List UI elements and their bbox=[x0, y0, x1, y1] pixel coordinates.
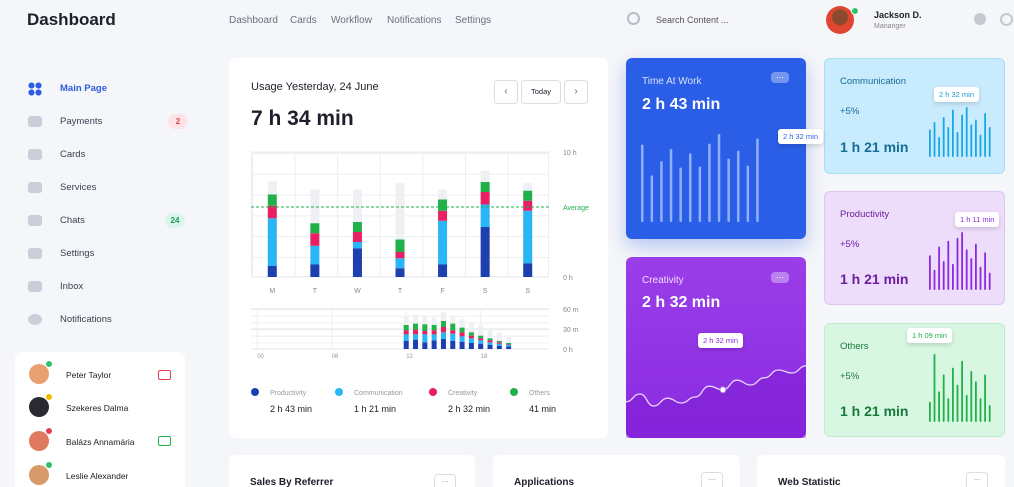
nav-item[interactable]: Settings bbox=[455, 15, 492, 26]
card-value: 1 h 21 min bbox=[840, 403, 909, 419]
menu-item[interactable]: Payments bbox=[60, 116, 103, 127]
menu-item[interactable]: Main Page bbox=[60, 83, 107, 94]
card-title: Time At Work bbox=[642, 76, 702, 87]
menu-item[interactable]: Notifications bbox=[60, 314, 112, 325]
avatar bbox=[29, 364, 49, 384]
card-value: 1 h 21 min bbox=[840, 139, 909, 155]
nav-item[interactable]: Workflow bbox=[331, 15, 372, 26]
contact-name[interactable]: Peter Taylor bbox=[66, 370, 112, 380]
today-button[interactable]: Today bbox=[521, 80, 561, 104]
menu-item[interactable]: Chats bbox=[60, 215, 85, 226]
chat-icon[interactable] bbox=[158, 436, 171, 446]
app-title: Dashboard bbox=[27, 10, 116, 29]
menu-item[interactable]: Services bbox=[60, 182, 97, 193]
menu-icon bbox=[28, 82, 42, 96]
avatar bbox=[29, 431, 49, 451]
user-name: Jackson D. bbox=[874, 10, 922, 20]
user-role: Mananger bbox=[874, 23, 906, 30]
tooltip: 2 h 32 min bbox=[778, 129, 824, 144]
card-title: Productivity bbox=[840, 209, 890, 220]
card-change: +5% bbox=[840, 106, 860, 117]
nav-item[interactable]: Dashboard bbox=[229, 15, 278, 26]
more-button[interactable]: ... bbox=[701, 472, 723, 487]
search-icon[interactable] bbox=[627, 12, 640, 25]
web-statistic-card bbox=[757, 455, 1005, 487]
more-button[interactable]: ... bbox=[966, 472, 988, 487]
nav-item[interactable]: Cards bbox=[290, 15, 317, 26]
card-value: 1 h 21 min bbox=[840, 271, 909, 287]
status-dot bbox=[851, 7, 859, 15]
card-title: Sales By Referrer bbox=[250, 477, 334, 487]
contact-name[interactable]: Balázs Annamária bbox=[66, 437, 135, 447]
communication-card bbox=[824, 58, 1005, 174]
card-title: Web Statistic bbox=[778, 477, 841, 487]
card-change: +5% bbox=[840, 371, 860, 382]
chart-grid bbox=[251, 152, 549, 277]
usage-title: Usage Yesterday, 24 June bbox=[251, 81, 379, 93]
usage-total: 7 h 34 min bbox=[251, 107, 354, 130]
menu-item[interactable]: Settings bbox=[60, 248, 95, 259]
contact-name[interactable]: Szekeres Dalma bbox=[66, 403, 129, 413]
avatar bbox=[29, 465, 49, 485]
more-button[interactable]: ... bbox=[771, 271, 789, 283]
settings-icon[interactable] bbox=[974, 13, 986, 25]
video-icon[interactable] bbox=[158, 370, 171, 380]
tooltip: 2 h 32 min bbox=[934, 87, 980, 102]
power-icon[interactable] bbox=[1000, 13, 1013, 26]
chart-grid bbox=[251, 309, 549, 349]
card-title: Others bbox=[840, 341, 869, 352]
badge: 24 bbox=[165, 213, 185, 228]
card-value: 2 h 32 min bbox=[642, 294, 721, 311]
more-button[interactable]: ... bbox=[771, 71, 789, 83]
badge: 2 bbox=[168, 114, 188, 129]
prev-button[interactable]: ‹ bbox=[494, 80, 518, 104]
tooltip: 1 h 09 min bbox=[907, 328, 953, 343]
card-title: Creativity bbox=[642, 275, 684, 286]
menu-item[interactable]: Inbox bbox=[60, 281, 84, 292]
card-title: Applications bbox=[514, 477, 575, 487]
user-avatar[interactable] bbox=[826, 6, 854, 34]
contact-name[interactable]: Leslie Alexander bbox=[66, 471, 129, 481]
tooltip: 2 h 32 min bbox=[698, 333, 744, 348]
card-value: 2 h 43 min bbox=[642, 96, 721, 113]
work-card bbox=[626, 58, 806, 239]
menu-item[interactable]: Cards bbox=[60, 149, 86, 160]
more-button[interactable]: ... bbox=[434, 474, 456, 487]
nav-item[interactable]: Notifications bbox=[387, 15, 442, 26]
card-title: Communication bbox=[840, 76, 906, 87]
tooltip: 1 h 11 min bbox=[955, 212, 1000, 227]
card-change: +5% bbox=[840, 239, 860, 250]
applications-card bbox=[493, 455, 740, 487]
productivity-card bbox=[824, 191, 1005, 305]
next-button[interactable]: › bbox=[564, 80, 588, 104]
search-input[interactable]: Search Content ... bbox=[656, 15, 729, 25]
avatar bbox=[29, 397, 49, 417]
